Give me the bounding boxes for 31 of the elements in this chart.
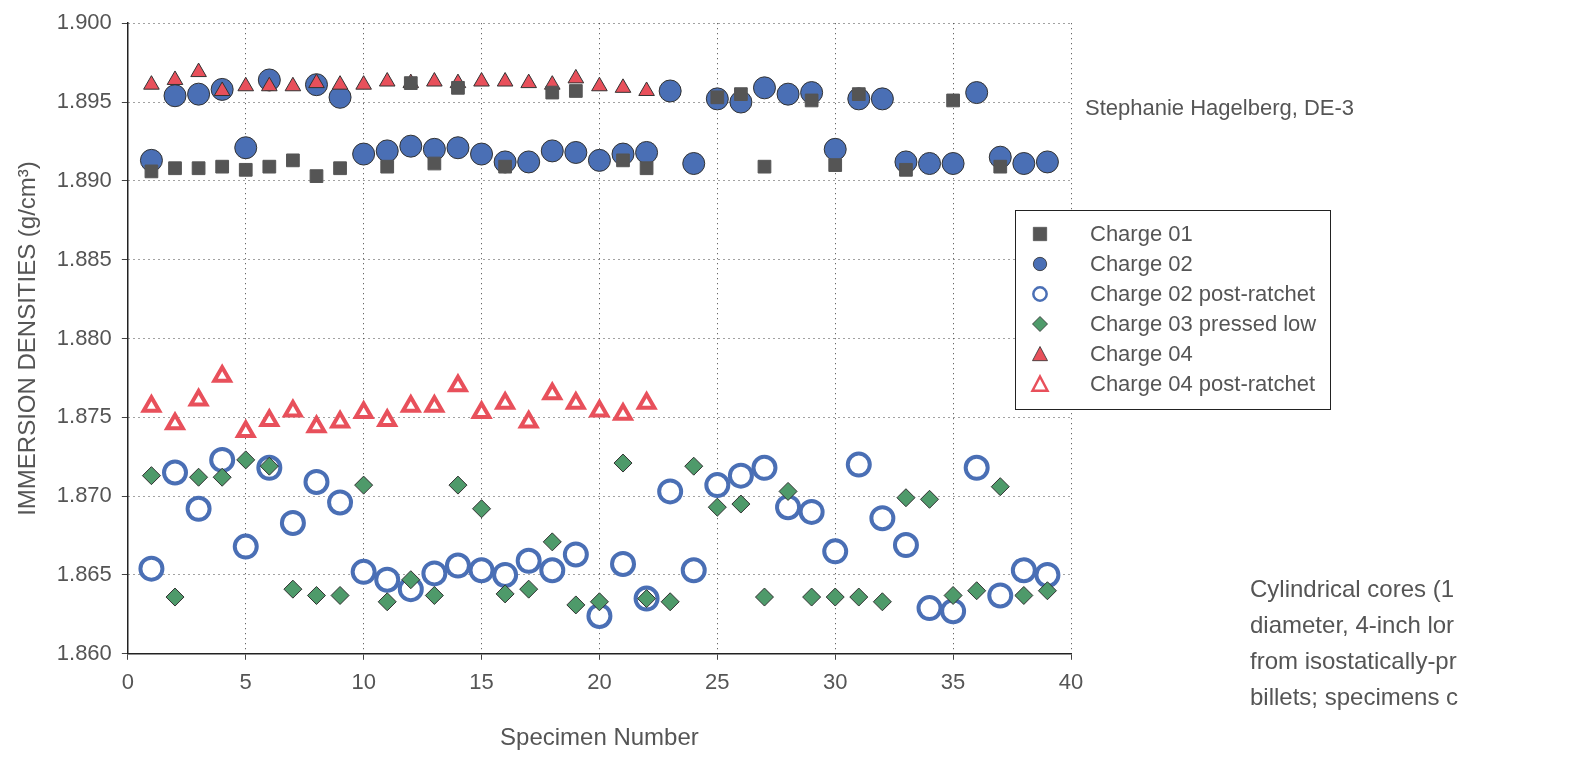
legend-label: Charge 04 xyxy=(1090,341,1193,367)
x-tick-label: 5 xyxy=(239,669,252,695)
x-tick-label: 20 xyxy=(587,669,612,695)
x-tick-label: 15 xyxy=(469,669,494,695)
y-tick-label: 1.885 xyxy=(56,245,112,271)
y-tick-label: 1.860 xyxy=(56,639,112,665)
y-tick-label: 1.900 xyxy=(56,9,112,35)
text: Stephanie Hagelberg, DE-3 xyxy=(1085,95,1355,121)
y-axis-title: IMMERSION DENSITIES (g/cm³) xyxy=(13,161,41,516)
legend-label: Charge 02 post-ratchet xyxy=(1090,281,1316,307)
x-axis-title: Specimen Number xyxy=(500,723,699,751)
x-tick-label: 40 xyxy=(1058,669,1084,695)
text: from isostatically-pr xyxy=(1250,647,1457,675)
legend-label: Charge 03 pressed low xyxy=(1090,311,1317,337)
text: diameter, 4-inch lor xyxy=(1250,611,1455,639)
x-tick-label: 25 xyxy=(705,669,730,695)
x-tick-label: 30 xyxy=(822,669,848,695)
y-tick-label: 1.895 xyxy=(56,88,112,114)
x-tick-label: 35 xyxy=(940,669,966,695)
x-tick-label: 0 xyxy=(121,669,134,695)
y-tick-label: 1.880 xyxy=(56,324,112,350)
y-tick-label: 1.870 xyxy=(56,482,112,508)
legend-label: Charge 04 post-ratchet xyxy=(1090,371,1316,397)
text: billets; specimens c xyxy=(1250,683,1459,711)
legend-label: Charge 02 xyxy=(1090,251,1193,277)
y-tick-label: 1.865 xyxy=(56,561,112,587)
y-tick-label: 1.890 xyxy=(56,166,112,192)
legend-label: Charge 01 xyxy=(1090,221,1193,247)
y-tick-label: 1.875 xyxy=(56,403,112,429)
text: Cylindrical cores (1 xyxy=(1250,575,1455,603)
x-tick-label: 10 xyxy=(351,669,376,695)
